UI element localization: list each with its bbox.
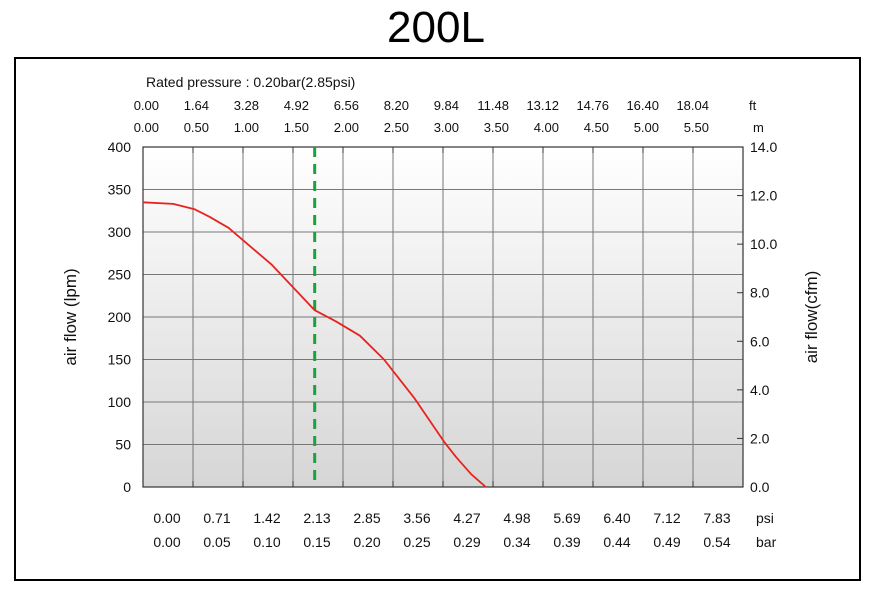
- left-tick-label: 200: [108, 309, 132, 325]
- right-tick-label: 6.0: [750, 333, 770, 349]
- bottom-tick-label-bar: 0.49: [653, 534, 680, 550]
- curve-point: [228, 227, 230, 229]
- left-tick-label: 350: [108, 182, 132, 198]
- right-tick-label: 4.0: [750, 382, 770, 398]
- top-tick-label-ft: 16.40: [626, 98, 659, 113]
- top-tick-label-m: 5.50: [684, 120, 709, 135]
- y-axis-title-right: air flow(cfm): [802, 271, 821, 364]
- right-tick-label: 10.0: [750, 236, 777, 252]
- top-tick-label-m: 2.00: [334, 120, 359, 135]
- bottom-tick-label-psi: 1.42: [253, 510, 280, 526]
- top-tick-label-m: 3.50: [484, 120, 509, 135]
- y-axis-title-left: air flow (lpm): [61, 268, 80, 365]
- page-title: 200L: [387, 3, 485, 52]
- curve-point: [335, 320, 337, 322]
- chart-labels: Rated pressure : 0.20bar(2.85psi)0.00 1.6…: [61, 74, 821, 550]
- left-tick-label: 400: [108, 139, 132, 155]
- right-tick-label: 0.0: [750, 479, 770, 495]
- bottom-tick-label-psi: 7.12: [653, 510, 680, 526]
- bottom-tick-label-bar: 0.25: [403, 534, 430, 550]
- top-tick-label-ft: 3.28: [234, 98, 259, 113]
- top-tick-label-m: 3.00: [434, 120, 459, 135]
- bottom-tick-label-psi: 2.13: [303, 510, 330, 526]
- bottom-tick-label-bar: 0.10: [253, 534, 280, 550]
- bottom-tick-label-bar: 0.54: [703, 534, 730, 550]
- chart-marks: [142, 147, 487, 488]
- curve-point: [485, 486, 487, 488]
- bottom-tick-label-psi: 6.40: [603, 510, 630, 526]
- curve-point: [208, 216, 210, 218]
- curve-point: [172, 203, 174, 205]
- curve-point: [193, 208, 195, 210]
- curve-point: [359, 335, 361, 337]
- bottom-tick-label-bar: 0.29: [453, 534, 480, 550]
- top-tick-label-m: 5.00: [634, 120, 659, 135]
- left-tick-label: 150: [108, 352, 132, 368]
- bottom-axis-unit-psi: psi: [756, 510, 774, 526]
- bottom-tick-label-bar: 0.15: [303, 534, 330, 550]
- bottom-tick-label-psi: 7.83: [703, 510, 730, 526]
- curve-point: [443, 441, 445, 443]
- right-tick-label: 2.0: [750, 430, 770, 446]
- top-tick-label-ft: 6.56: [334, 98, 359, 113]
- bottom-tick-label-bar: 0.44: [603, 534, 630, 550]
- top-tick-label-ft: 0.00: [134, 98, 159, 113]
- right-tick-label: 8.0: [750, 285, 770, 301]
- top-tick-label-ft: 13.12: [526, 98, 559, 113]
- bottom-tick-label-bar: 0.34: [503, 534, 530, 550]
- top-tick-label-m: 4.50: [584, 120, 609, 135]
- curve-point: [413, 397, 415, 399]
- bottom-axis-unit-bar: bar: [756, 534, 777, 550]
- bottom-tick-label-bar: 0.39: [553, 534, 580, 550]
- top-axis-unit-ft: ft: [749, 98, 757, 113]
- rated-pressure-annotation: Rated pressure : 0.20bar(2.85psi): [146, 74, 355, 90]
- top-tick-label-ft: 4.92: [284, 98, 309, 113]
- plot-border: [142, 146, 744, 488]
- top-tick-label-m: 2.50: [384, 120, 409, 135]
- curve-point: [383, 359, 385, 360]
- curve-point: [314, 309, 316, 311]
- grid-lines: [142, 146, 744, 488]
- bottom-tick-label-bar: 0.05: [203, 534, 230, 550]
- top-tick-label-m: 0.00: [134, 120, 159, 135]
- top-tick-label-ft: 9.84: [434, 98, 459, 113]
- bottom-tick-label-bar: 0.00: [153, 534, 180, 550]
- bottom-tick-label-psi: 4.98: [503, 510, 530, 526]
- top-tick-label-m: 0.50: [184, 120, 209, 135]
- left-tick-label: 300: [108, 224, 132, 240]
- bottom-tick-label-psi: 0.71: [203, 510, 230, 526]
- bottom-tick-label-psi: 4.27: [453, 510, 480, 526]
- top-tick-label-ft: 18.04: [676, 98, 709, 113]
- bottom-tick-label-bar: 0.20: [353, 534, 380, 550]
- top-tick-label-m: 1.00: [234, 120, 259, 135]
- curve-point: [470, 473, 472, 475]
- bottom-tick-label-psi: 2.85: [353, 510, 380, 526]
- curve-point: [455, 456, 457, 458]
- top-tick-label-ft: 14.76: [576, 98, 609, 113]
- top-tick-label-m: 4.00: [534, 120, 559, 135]
- right-tick-label: 12.0: [750, 188, 777, 204]
- top-tick-label-ft: 11.48: [477, 98, 509, 113]
- bottom-tick-label-psi: 0.00: [153, 510, 180, 526]
- top-tick-label-ft: 8.20: [384, 98, 409, 113]
- curve-point: [270, 263, 272, 265]
- bottom-tick-label-psi: 5.69: [553, 510, 580, 526]
- top-tick-label-ft: 1.64: [184, 98, 209, 113]
- top-axis-unit-m: m: [753, 120, 764, 135]
- left-tick-label: 100: [108, 394, 132, 410]
- left-tick-label: 50: [115, 437, 131, 453]
- bottom-tick-label-psi: 3.56: [403, 510, 430, 526]
- curve-point: [142, 201, 144, 203]
- top-tick-label-m: 1.50: [284, 120, 309, 135]
- left-tick-label: 0: [123, 479, 131, 495]
- right-tick-label: 14.0: [750, 139, 777, 155]
- left-tick-label: 250: [108, 267, 132, 283]
